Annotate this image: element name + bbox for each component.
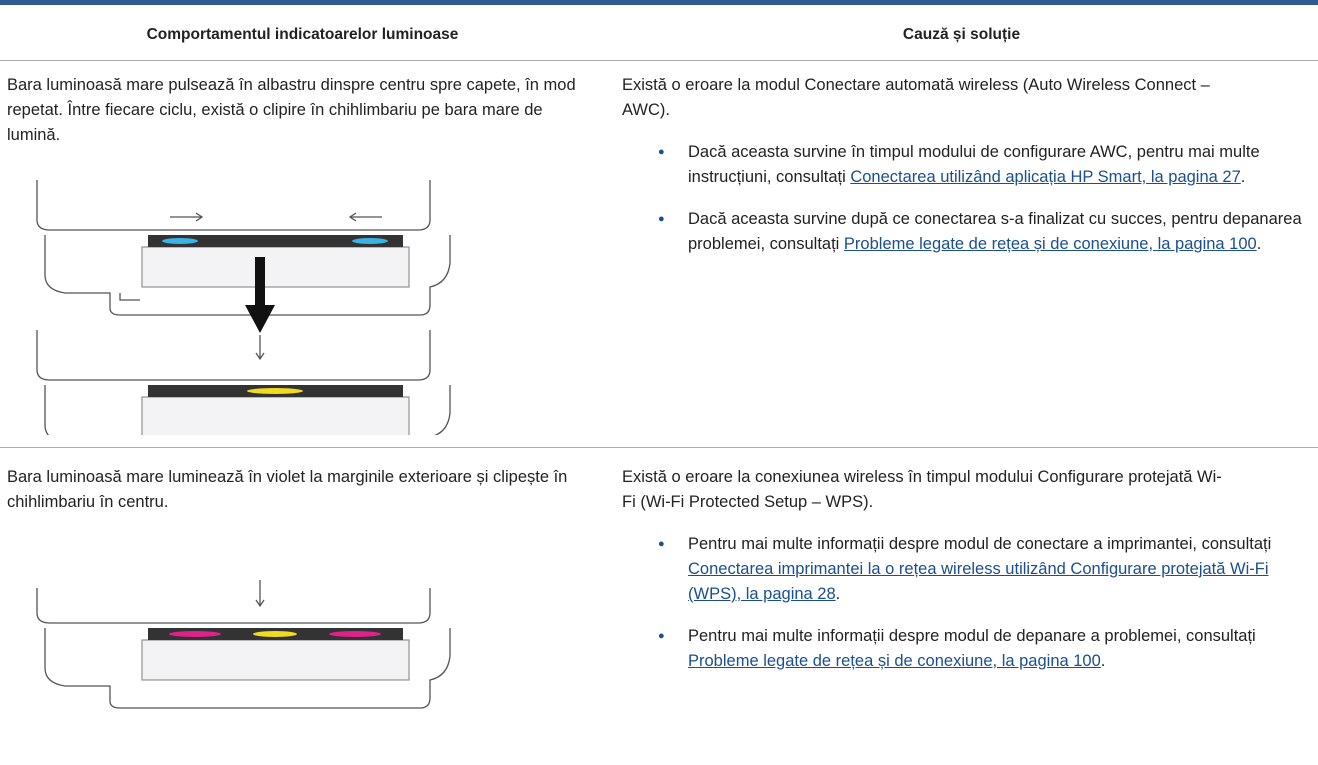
bullet-text: Dacă aceasta survine după ce conectarea … (688, 210, 1302, 253)
bullet-text: Pentru mai multe informații despre modul… (688, 627, 1256, 645)
bullet-list: Dacă aceasta survine în timpul modului d… (622, 140, 1307, 257)
bullet-item: Dacă aceasta survine în timpul modului d… (622, 140, 1307, 190)
row-0-cause: Există o eroare la modul Conectare autom… (622, 73, 1307, 257)
bullet-text: Pentru mai multe informații despre modul… (688, 535, 1272, 553)
link[interactable]: Probleme legate de rețea și de conexiune… (688, 652, 1101, 670)
row-1-cause: Există o eroare la conexiunea wireless î… (622, 465, 1307, 674)
bullet-end: . (1100, 652, 1106, 670)
bullet-end: . (1240, 168, 1246, 186)
column-header: Cauză și soluție (902, 26, 1021, 43)
row-separator (0, 447, 1318, 448)
cause-text: Există o eroare la conexiunea wireless î… (622, 468, 1222, 511)
top-rule (0, 0, 1318, 5)
link[interactable]: Conectarea imprimantei la o rețea wirele… (688, 560, 1269, 603)
bullet-item: Pentru mai multe informații despre modul… (622, 532, 1307, 607)
link[interactable]: Conectarea utilizând aplicația HP Smart,… (850, 168, 1241, 186)
behavior-text: Bara luminoasă mare pulsează în albastru… (7, 76, 576, 144)
bullet-end: . (1256, 235, 1262, 253)
bullet-item: Pentru mai multe informații despre modul… (622, 624, 1307, 674)
printer-illustration (36, 580, 451, 709)
behavior-text: Bara luminoasă mare luminează în violet … (7, 468, 568, 511)
bullet-text: Dacă aceasta survine în timpul modului d… (688, 143, 1260, 186)
link[interactable]: Probleme legate de rețea și de conexiune… (843, 235, 1257, 253)
bullet-list: Pentru mai multe informații despre modul… (622, 532, 1307, 674)
bullet-end: . (835, 585, 841, 603)
column-header: Comportamentul indicatoarelor luminoase (146, 26, 459, 43)
row-separator (0, 60, 1318, 61)
printer-illustration (36, 180, 451, 435)
bullet-item: Dacă aceasta survine după ce conectarea … (622, 207, 1307, 257)
cause-text: Există o eroare la modul Conectare autom… (622, 76, 1210, 119)
